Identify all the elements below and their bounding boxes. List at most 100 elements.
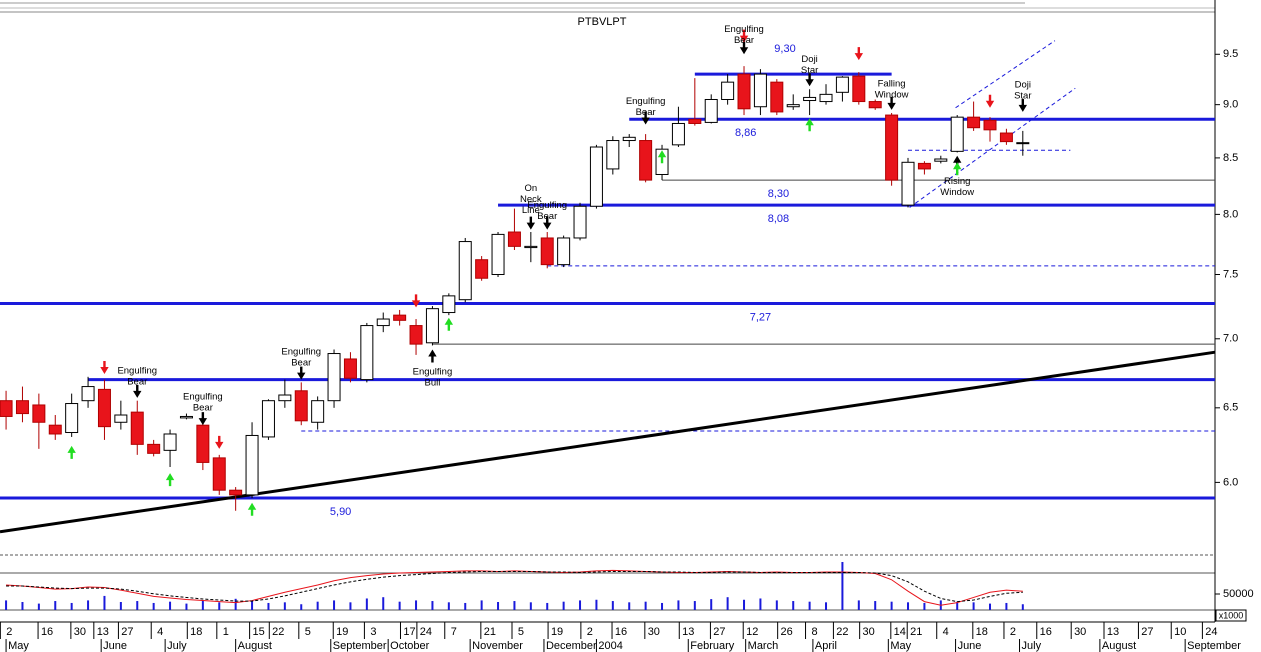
volume-bar: [743, 599, 746, 610]
volume-bar: [923, 602, 926, 610]
candle-body: [130, 411, 144, 445]
signal-arrow: [985, 94, 995, 108]
annotation-text: Window: [875, 90, 909, 101]
signal-arrow: [100, 361, 109, 375]
volume-bar: [661, 602, 664, 610]
signal-arrow: [1018, 98, 1028, 112]
x-tick-label: 18: [190, 626, 202, 638]
volume-bar: [316, 601, 319, 610]
candle-body: [622, 136, 636, 142]
x-tick-label: 24: [1205, 626, 1217, 638]
candle-body: [0, 400, 13, 417]
signal-arrow: [887, 96, 896, 110]
signal-arrow: [526, 216, 536, 230]
signal-arrow: [411, 294, 421, 308]
candle-body: [442, 295, 456, 314]
volume-bar: [382, 597, 385, 610]
signal-arrow: [805, 118, 814, 132]
signal-arrow: [657, 150, 667, 164]
x-tick-label: 2: [6, 626, 12, 638]
candle-body: [540, 237, 554, 266]
volume-bar: [218, 602, 221, 610]
candle-body: [81, 386, 95, 402]
x-tick-label: 21: [484, 626, 496, 638]
x-tick-label: 2: [1010, 626, 1016, 638]
volume-bar: [119, 602, 122, 610]
candle-body: [491, 233, 505, 276]
volume-bar: [874, 601, 877, 610]
x-tick-label: 3: [370, 626, 376, 638]
volume-bar: [644, 601, 647, 610]
volume-bar: [300, 604, 303, 610]
x-tick-label: 21: [910, 626, 922, 638]
volume-bar: [595, 599, 598, 610]
candle-body: [393, 314, 407, 321]
volume-bar: [431, 601, 434, 610]
candle-body: [803, 96, 817, 102]
level-label: 9,30: [774, 43, 795, 55]
signal-arrow: [444, 317, 454, 331]
volume-bar: [5, 600, 8, 610]
channel-line: [955, 40, 1056, 109]
month-label: August: [1102, 640, 1136, 652]
annotation-text: Star: [1014, 91, 1031, 102]
signal-arrow: [739, 41, 749, 55]
candle-body: [278, 394, 292, 402]
channel-line: [909, 87, 1076, 208]
level-label: 5,90: [330, 506, 351, 518]
volume-bar: [611, 601, 614, 610]
volume-bar: [447, 602, 450, 610]
annotation-text: Engulfing: [117, 365, 157, 376]
candle-body: [97, 388, 111, 428]
unit-box: [1215, 609, 1247, 622]
x-tick-label: 30: [648, 626, 660, 638]
volume-bar: [54, 601, 57, 610]
volume-bar: [513, 601, 516, 610]
annotation-text: Engulfing: [527, 200, 567, 211]
level-label: 8,86: [735, 127, 756, 139]
candle-body: [934, 158, 948, 162]
month-label: 2004: [598, 640, 622, 652]
candle-body: [983, 119, 997, 131]
candle-body: [458, 241, 472, 301]
volume-bar: [349, 602, 352, 610]
x-tick-label: 27: [1141, 626, 1153, 638]
volume-bar: [201, 600, 204, 610]
annotation-text: Doji: [801, 54, 817, 65]
candle-body: [32, 404, 46, 423]
month-label: November: [472, 640, 523, 652]
candle-body: [704, 98, 718, 123]
signal-arrow: [297, 366, 306, 380]
annotation-text: On: [524, 183, 537, 194]
signal-arrow: [641, 111, 650, 125]
x-tick-label: 8: [811, 626, 817, 638]
candle-body: [196, 424, 210, 463]
x-tick-label: 4: [157, 626, 163, 638]
month-label: July: [1022, 640, 1042, 652]
level-label: 7,27: [750, 311, 771, 323]
x-tick-label: 22: [272, 626, 284, 638]
candle-body: [835, 76, 849, 93]
volume-bar: [136, 601, 139, 610]
volume-bar: [21, 602, 24, 610]
x-tick-label: 13: [682, 626, 694, 638]
candle-body: [901, 161, 915, 206]
month-label: June: [958, 640, 982, 652]
month-label: September: [333, 640, 387, 652]
volume-bar: [857, 600, 860, 610]
candle-body: [261, 400, 275, 438]
candle-body: [606, 140, 620, 170]
x-tick-label: 22: [836, 626, 848, 638]
signal-arrow: [739, 29, 749, 43]
candle-body: [114, 414, 128, 423]
candle-body: [147, 443, 161, 454]
x-tick-label: 13: [97, 626, 109, 638]
annotation-text: Bear: [291, 357, 311, 368]
x-tick-label: 19: [336, 626, 348, 638]
signal-arrow: [953, 155, 962, 169]
